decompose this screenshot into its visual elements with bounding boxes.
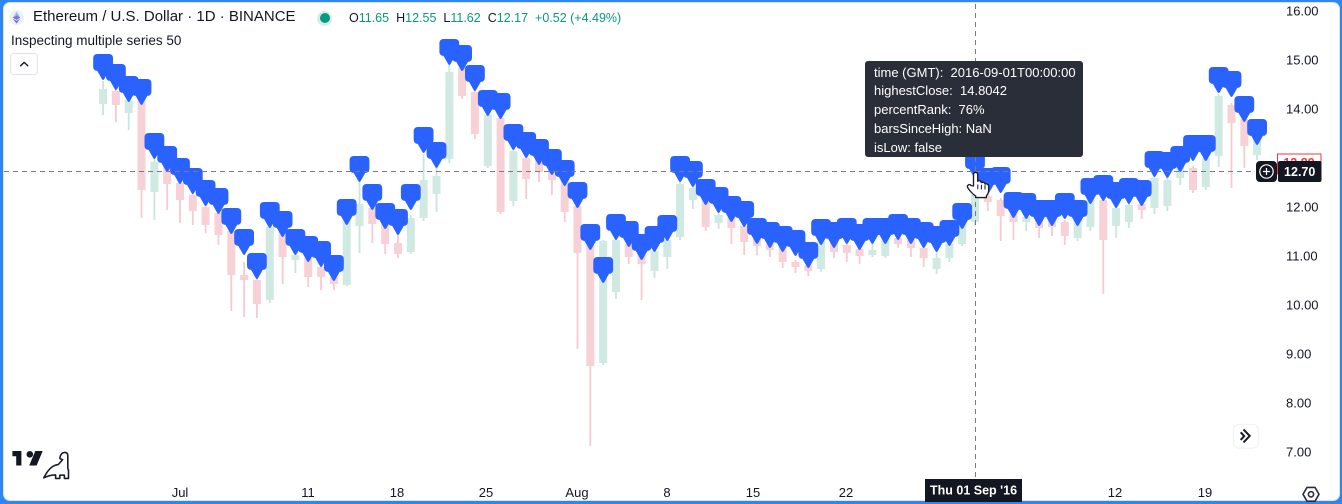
svg-text:8: 8 — [663, 485, 670, 500]
svg-text:7.00: 7.00 — [1286, 445, 1311, 460]
svg-text:25: 25 — [479, 485, 493, 500]
svg-text:18: 18 — [390, 485, 404, 500]
svg-text:16.00: 16.00 — [1286, 4, 1319, 19]
svg-text:12: 12 — [1108, 485, 1122, 500]
svg-text:12.00: 12.00 — [1286, 200, 1319, 215]
svg-text:9.00: 9.00 — [1286, 347, 1311, 362]
svg-text:15.00: 15.00 — [1286, 53, 1319, 68]
svg-text:10.00: 10.00 — [1286, 298, 1319, 313]
svg-text:11.00: 11.00 — [1286, 249, 1318, 264]
svg-text:22: 22 — [839, 485, 853, 500]
svg-text:Jul: Jul — [172, 485, 189, 500]
svg-text:Aug: Aug — [565, 485, 588, 500]
svg-text:14.00: 14.00 — [1286, 102, 1319, 117]
svg-text:12.70: 12.70 — [1284, 165, 1315, 179]
svg-text:11: 11 — [301, 485, 315, 500]
svg-text:15: 15 — [746, 485, 760, 500]
svg-text:19: 19 — [1198, 485, 1212, 500]
svg-text:Thu 01 Sep '16: Thu 01 Sep '16 — [930, 484, 1017, 498]
svg-text:8.00: 8.00 — [1286, 396, 1311, 411]
